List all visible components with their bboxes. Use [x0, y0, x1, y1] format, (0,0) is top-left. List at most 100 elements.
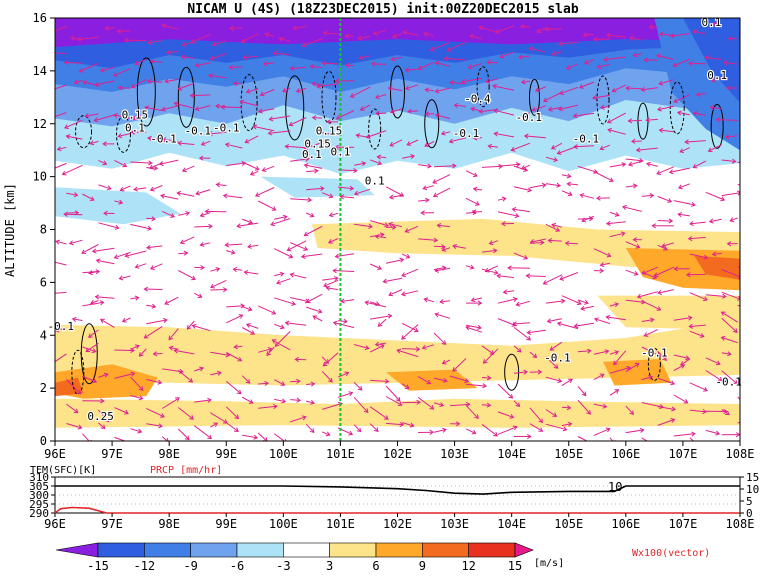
colorbar-swatch: [330, 543, 376, 557]
contour-label: -0.1: [516, 111, 543, 124]
y-tick-label: 2: [40, 381, 47, 395]
wind-vector-head: [743, 383, 747, 387]
y-tick-label: 12: [33, 117, 47, 131]
surface-panel: TEM(SFC)[K] PRCP [mm/hr] 310305300295290…: [29, 465, 759, 531]
colorbar-label: 3: [326, 559, 333, 573]
x-tick-label: 99E: [215, 447, 237, 461]
wind-vector-head: [131, 441, 135, 445]
wind-vector-head: [745, 302, 749, 306]
x-tick-label: 107E: [668, 447, 697, 461]
surface-x-tick-label: 107E: [668, 517, 697, 531]
surface-x-tick-label: 108E: [726, 517, 755, 531]
x-tick-label: 102E: [383, 447, 412, 461]
wind-vector: [738, 162, 757, 163]
surface-x-tick-label: 103E: [440, 517, 469, 531]
surface-x-tick-label: 101E: [326, 517, 355, 531]
contour-label: -0.1: [213, 122, 240, 135]
x-tick-label: 105E: [554, 447, 583, 461]
wind-vector: [119, 88, 131, 89]
wind-vector: [402, 402, 420, 403]
contour-label: -0.1: [544, 352, 571, 365]
colorbar-swatch: [283, 543, 329, 557]
contour-label: 0.15: [316, 124, 343, 137]
wind-vector-head: [49, 167, 53, 171]
x-tick-label: 104E: [497, 447, 526, 461]
wind-vector: [628, 120, 641, 121]
y-tick-label: 16: [33, 11, 47, 25]
x-tick-label: 103E: [440, 447, 469, 461]
wind-vector: [546, 29, 562, 30]
contour-label: 0.25: [87, 410, 114, 423]
colorbar-cap-high: [515, 543, 533, 557]
contour-label: -0.1: [47, 320, 74, 333]
colorbar-swatch: [144, 543, 190, 557]
surface-x-tick-label: 98E: [158, 517, 180, 531]
colorbar-swatch: [98, 543, 144, 557]
colorbar-unit: [m/s]: [534, 558, 564, 569]
wind-vector: [566, 243, 578, 244]
surface-x-tick-label: 104E: [497, 517, 526, 531]
colorbar-label: -3: [276, 559, 290, 573]
contour-label: 0.1: [707, 69, 727, 82]
wind-vector: [402, 349, 419, 350]
contour-label: -0.4: [464, 93, 491, 106]
colorbar-label: -9: [183, 559, 197, 573]
contour-label: -0.1: [573, 132, 600, 145]
wind-vector: [632, 141, 642, 142]
surface-x-tick-label: 97E: [101, 517, 123, 531]
contour-label: 0.1: [125, 122, 145, 135]
wind-vector: [738, 185, 757, 186]
x-tick-label: 101E: [326, 447, 355, 461]
wind-vector-head: [51, 87, 55, 91]
colorbar-cap-low: [56, 543, 98, 557]
contour-label: 0.15: [122, 108, 149, 121]
y-tick-label: 0: [40, 434, 47, 448]
x-tick-label: 106E: [611, 447, 640, 461]
colorbar-swatch: [469, 543, 515, 557]
wind-vector-head: [754, 160, 757, 164]
wind-vector-head: [695, 442, 699, 446]
colorbar-swatch: [376, 543, 422, 557]
colorbar-label: -6: [230, 559, 244, 573]
wind-vector: [64, 214, 82, 215]
colorbar-label: 12: [461, 559, 475, 573]
vector-label: Wx100(vector): [632, 548, 710, 559]
wind-vector-head: [51, 361, 55, 365]
wind-vector-head: [45, 259, 49, 263]
y-tick-label: 10: [33, 170, 47, 184]
contour-label: 0.1: [330, 145, 350, 158]
y-tick-label: 6: [40, 275, 47, 289]
wind-vector: [221, 107, 242, 108]
contour-label: -0.1: [641, 346, 668, 359]
wind-vector-head: [47, 116, 51, 120]
surface-annotation: 10: [608, 480, 622, 494]
wind-vector-head: [744, 404, 748, 408]
prcp-label: PRCP [mm/hr]: [150, 465, 222, 476]
wind-vector-head: [747, 266, 751, 270]
chart-title: NICAM U (4S) (18Z23DEC2015) init:00Z20DE…: [187, 2, 579, 17]
colorbar-swatch: [422, 543, 468, 557]
contour-label: -0.1: [150, 132, 177, 145]
wind-vector: [434, 246, 445, 247]
wind-vector: [210, 290, 226, 291]
surface-x-tick-label: 99E: [215, 517, 237, 531]
x-tick-label: 97E: [101, 447, 123, 461]
colorbar-label: -12: [133, 559, 155, 573]
x-tick-label: 96E: [44, 447, 66, 461]
wind-vector: [578, 219, 593, 220]
wind-vector-head: [49, 50, 53, 54]
contour-label: -0.1: [184, 124, 211, 137]
wind-vector: [144, 289, 162, 290]
colorbar-label: 9: [419, 559, 426, 573]
x-tick-label: 98E: [158, 447, 180, 461]
colorbar-label: 6: [372, 559, 379, 573]
wind-vector: [114, 350, 134, 351]
contour-label: -0.1: [715, 375, 742, 388]
surface-x-tick-label: 102E: [383, 517, 412, 531]
